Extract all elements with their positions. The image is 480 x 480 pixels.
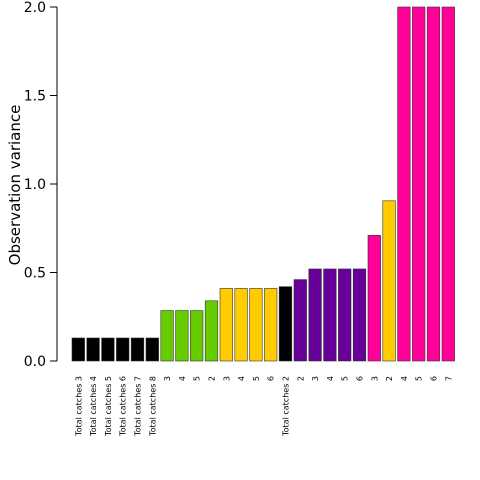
x-tick-labels: Total catches 3 Total catches 4 Total catc… <box>74 376 453 437</box>
y-axis-label: Observation variance <box>6 105 24 266</box>
bar-3 <box>101 337 115 362</box>
bars-group <box>71 6 455 362</box>
x-tick-label: 4 <box>326 376 335 381</box>
bar-6 <box>145 337 159 362</box>
y-tick-label: 1.5 <box>24 89 46 105</box>
y-tick-label: 1.0 <box>24 177 46 193</box>
bar-22 <box>382 200 396 362</box>
x-tick-label: Total catches 2 <box>282 376 291 437</box>
bar-9 <box>190 310 204 362</box>
x-tick-label: Total catches 7 <box>134 376 143 437</box>
x-tick-label: Total catches 6 <box>119 376 128 437</box>
y-tick-label: 2.0 <box>24 0 46 16</box>
x-tick-label: 3 <box>370 376 379 381</box>
bar-11 <box>219 288 233 362</box>
x-tick-label: 2 <box>385 376 394 381</box>
y-axis: 0.0 0.5 1.0 1.5 2.0 <box>24 0 58 370</box>
bar-26 <box>441 6 455 362</box>
x-tick-label: 6 <box>430 376 439 381</box>
x-tick-label: 2 <box>296 376 305 381</box>
bar-17 <box>308 268 322 362</box>
bar-14 <box>264 288 278 362</box>
bar-25 <box>426 6 441 362</box>
x-tick-label: 4 <box>400 376 409 381</box>
x-tick-label: 5 <box>252 376 261 381</box>
x-tick-label: Total catches 5 <box>104 376 113 437</box>
bar-19 <box>338 268 352 362</box>
x-tick-label: Total catches 4 <box>89 376 98 437</box>
x-tick-label: 7 <box>444 376 453 381</box>
bar-12 <box>234 288 248 362</box>
x-tick-label: 3 <box>163 376 172 381</box>
x-tick-label: 5 <box>341 376 350 381</box>
x-tick-label: 6 <box>356 376 365 381</box>
bar-23 <box>397 6 411 362</box>
x-tick-label: 3 <box>311 376 320 381</box>
bar-1 <box>71 337 85 362</box>
bar-2 <box>86 337 100 362</box>
bar-21 <box>367 235 381 362</box>
x-tick-label: 3 <box>222 376 231 381</box>
x-tick-label: 2 <box>208 376 217 381</box>
bar-8 <box>175 310 189 362</box>
bar-15 <box>278 286 293 362</box>
bar-24 <box>412 6 426 362</box>
x-tick-label: Total catches 8 <box>148 376 157 437</box>
x-tick-label: 4 <box>237 376 246 381</box>
x-tick-label: 6 <box>267 376 276 381</box>
bar-4 <box>116 337 130 362</box>
bar-7 <box>160 310 174 362</box>
bar-20 <box>352 268 367 362</box>
y-tick-label: 0.5 <box>24 266 46 282</box>
x-tick-label: 5 <box>193 376 202 381</box>
x-tick-label: Total catches 3 <box>74 376 83 437</box>
bar-10 <box>204 300 219 362</box>
x-tick-label: 5 <box>415 376 424 381</box>
bar-5 <box>130 337 145 362</box>
bar-13 <box>249 288 263 362</box>
bar-16 <box>293 279 307 362</box>
x-tick-label: 4 <box>178 376 187 381</box>
bar-18 <box>323 268 337 362</box>
y-tick-label: 0.0 <box>24 354 46 370</box>
